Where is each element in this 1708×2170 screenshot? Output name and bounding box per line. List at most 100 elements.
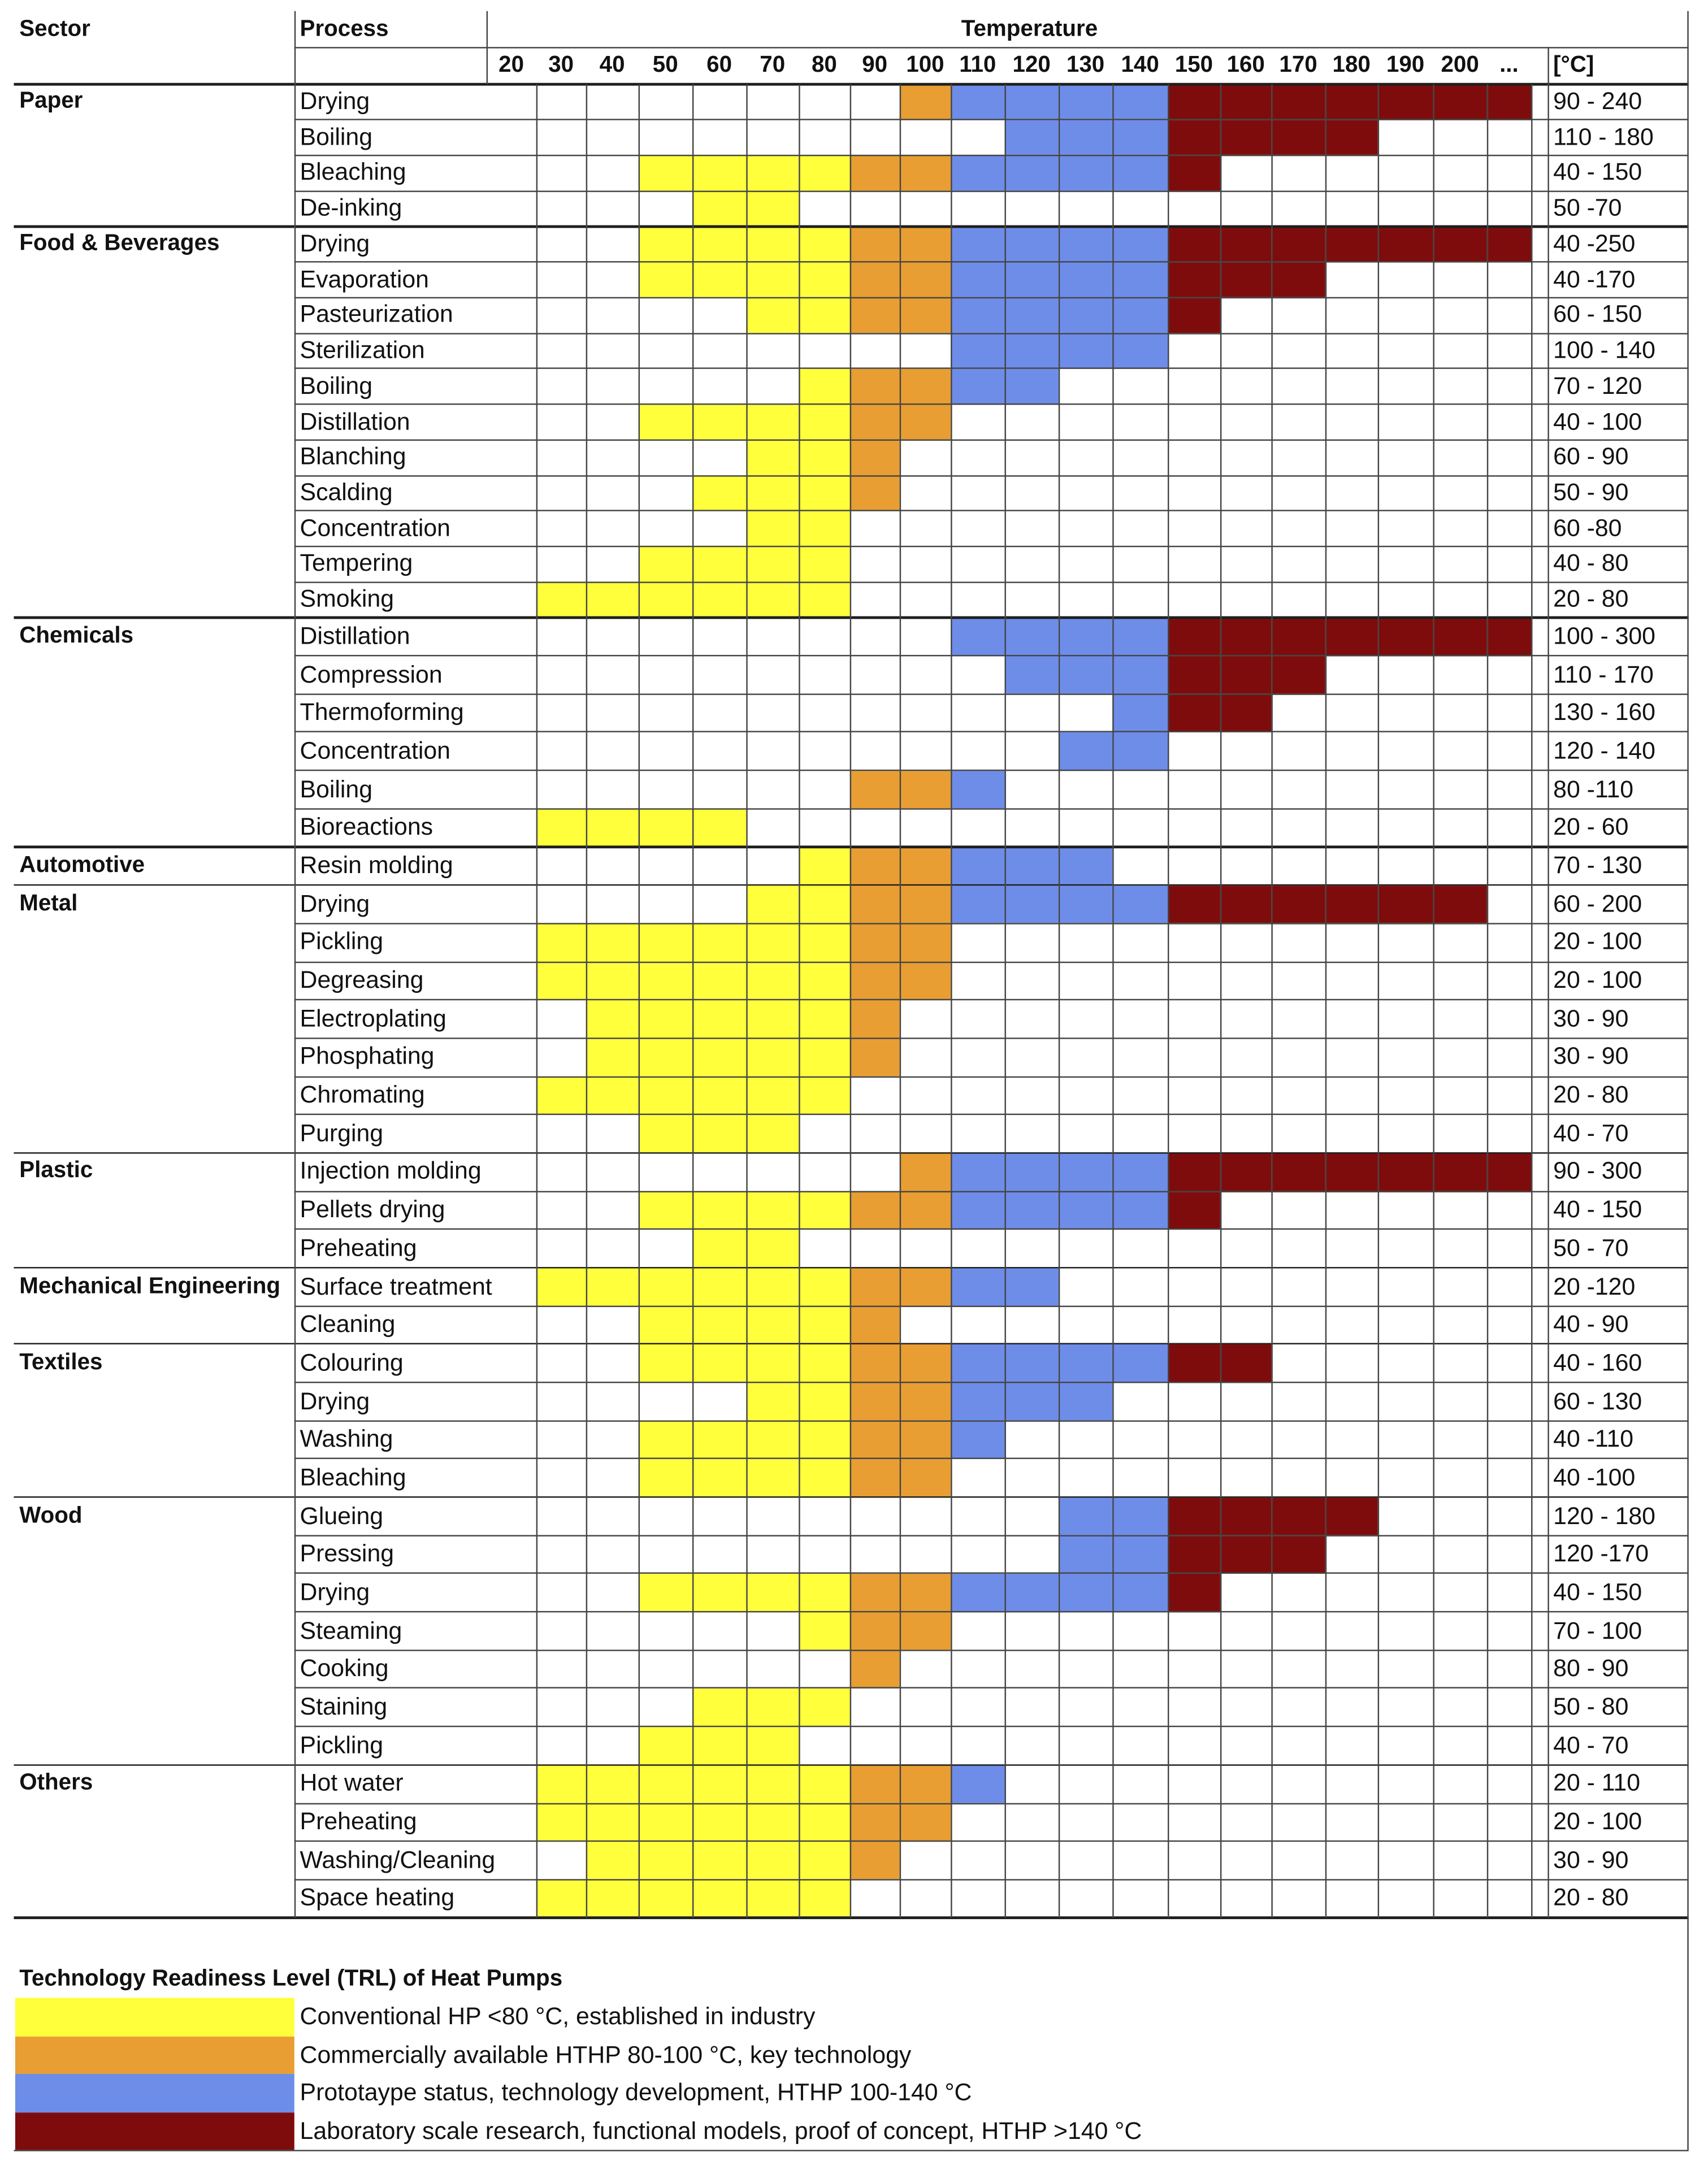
heatmap-cell	[536, 1612, 586, 1650]
heatmap-cell	[1271, 582, 1325, 618]
heatmap-cell	[692, 656, 746, 694]
heatmap-cell	[799, 440, 850, 476]
heatmap-cell	[799, 1573, 850, 1612]
heatmap-cell	[1487, 886, 1531, 924]
heatmap-cell	[1058, 155, 1113, 191]
heatmap-cell	[1378, 1689, 1433, 1727]
heatmap-cell	[1168, 1153, 1220, 1191]
sector-column-header: Sector	[19, 16, 90, 42]
heatmap-cell	[586, 1076, 639, 1115]
legend-swatch-blue	[15, 2073, 294, 2112]
heatmap-cell	[639, 440, 692, 475]
heatmap-cell	[1325, 656, 1378, 694]
heatmap-cell	[1433, 262, 1486, 298]
heatmap-cell	[536, 618, 586, 656]
heatmap-cell	[536, 694, 586, 732]
heatmap-cell	[692, 847, 746, 886]
heatmap-cell	[536, 511, 586, 546]
heatmap-cell	[1168, 809, 1220, 847]
heatmap-cell	[639, 84, 692, 120]
heatmap-cell	[1112, 1191, 1168, 1230]
heatmap-cell	[899, 1612, 951, 1651]
heatmap-cell	[799, 1459, 850, 1498]
heatmap-cell	[586, 1344, 639, 1383]
table-row: Sterilization 100 - 140	[294, 333, 1689, 369]
legend-label: Prototaype status, technology developmen…	[300, 2078, 972, 2106]
heatmap-cell	[1487, 923, 1531, 962]
row-grid-line	[294, 731, 1689, 734]
range-label: 70 - 130	[1553, 851, 1642, 879]
process-label: Cooking	[300, 1654, 389, 1682]
heatmap-cell	[536, 1880, 586, 1918]
heatmap-cell	[536, 404, 586, 440]
heatmap-cell	[692, 1191, 747, 1230]
heatmap-cell	[692, 511, 746, 546]
heatmap-cell	[1168, 404, 1220, 440]
heatmap-cell	[1059, 1268, 1112, 1306]
heatmap-cell	[1220, 262, 1272, 298]
process-label: Boiling	[300, 774, 373, 802]
heatmap-cell	[1378, 475, 1433, 511]
heatmap-cell	[536, 1765, 586, 1803]
heatmap-cell	[536, 1459, 586, 1498]
temperature-tick-label: ...	[1499, 52, 1519, 77]
heatmap-cell	[1220, 333, 1271, 369]
heatmap-cell	[1487, 1650, 1531, 1689]
row-grid-line	[294, 1037, 1689, 1039]
heatmap-cell	[1058, 226, 1113, 262]
row-grid-line	[294, 770, 1689, 771]
heatmap-cell	[1325, 1306, 1378, 1344]
heatmap-cell	[1220, 770, 1271, 809]
heatmap-cell	[850, 1115, 900, 1153]
heatmap-cell	[1325, 511, 1378, 546]
heatmap-cell	[1377, 1153, 1433, 1191]
heatmap-cell	[692, 1726, 747, 1765]
heatmap-cell	[1168, 1268, 1220, 1306]
heatmap-cell	[692, 1114, 747, 1153]
heatmap-cell	[1168, 923, 1220, 962]
heatmap-cell	[639, 511, 692, 546]
heatmap-cell	[746, 770, 799, 809]
column-grid-line	[535, 84, 537, 1918]
heatmap-cell	[849, 1000, 900, 1039]
heatmap-cell	[951, 368, 1005, 405]
heatmap-cell	[746, 581, 799, 618]
heatmap-cell	[1271, 84, 1325, 120]
heatmap-cell	[1271, 511, 1325, 546]
heatmap-cell	[1325, 1459, 1378, 1498]
process-column-header: Process	[300, 16, 389, 42]
heatmap-cell	[1271, 298, 1325, 333]
heatmap-cell	[1168, 1497, 1220, 1535]
sector-separator-line	[14, 225, 1689, 228]
range-label: 40 - 150	[1553, 1578, 1642, 1605]
temperature-tick-label: 130	[1066, 52, 1105, 77]
heatmap-cell	[1059, 770, 1112, 809]
heatmap-cell	[536, 732, 586, 771]
heatmap-cell	[1271, 368, 1325, 404]
heatmap-cell	[536, 656, 586, 694]
heatmap-cell	[692, 368, 746, 404]
heatmap-cell	[1487, 732, 1531, 771]
heatmap-cell	[692, 770, 746, 809]
heatmap-cell	[1433, 333, 1486, 369]
heatmap-cell	[1378, 1650, 1433, 1689]
heatmap-cell	[746, 368, 799, 404]
heatmap-cell	[1433, 1650, 1486, 1689]
heatmap-cell	[951, 1420, 1005, 1459]
heatmap-cell	[586, 404, 639, 440]
heatmap-cell	[586, 1497, 639, 1535]
range-label: 60 - 90	[1553, 442, 1629, 471]
heatmap-cell	[1433, 1459, 1486, 1498]
heatmap-cell	[1433, 1115, 1486, 1153]
heatmap-cell	[1059, 546, 1112, 582]
heatmap-cell	[1433, 1038, 1486, 1077]
heatmap-cell	[1168, 1230, 1220, 1268]
heatmap-cell	[900, 1841, 951, 1880]
heatmap-cell	[799, 1230, 849, 1268]
heatmap-cell	[1378, 1421, 1433, 1459]
heatmap-cell	[1220, 1153, 1272, 1191]
heatmap-cell	[586, 1000, 639, 1039]
heatmap-cell	[692, 886, 746, 924]
heatmap-cell	[1487, 511, 1531, 546]
row-grid-line	[294, 1305, 1689, 1307]
